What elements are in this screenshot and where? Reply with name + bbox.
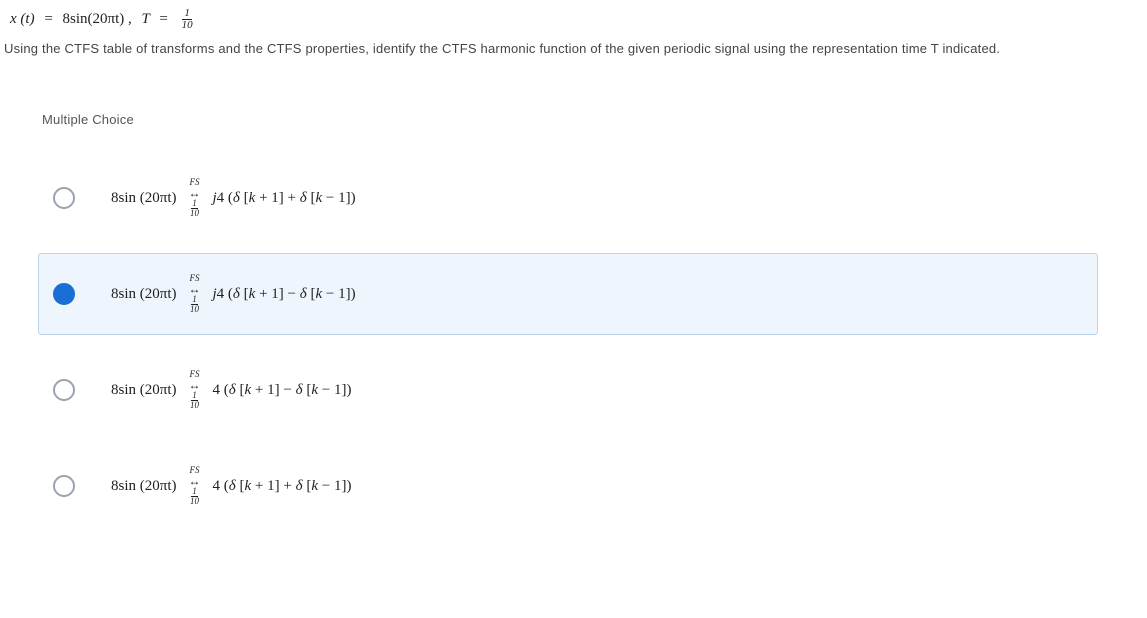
- fs-frac: 110: [189, 391, 200, 410]
- mc-option-1[interactable]: 8sin (20πt) FS↔110 j4 (δ [k + 1] − δ [k − …: [38, 253, 1098, 335]
- option-math: 8sin (20πt) FS↔110 4 (δ [k + 1] − δ [k − 1…: [111, 370, 351, 410]
- option-math: 8sin (20πt) FS↔110 j4 (δ [k + 1] + δ [k − …: [111, 178, 356, 218]
- option-left: 8sin (20πt): [111, 382, 177, 399]
- eq-frac: 1 10: [180, 8, 195, 31]
- fs-frac-den: 10: [189, 401, 200, 410]
- option-right: 4 (δ [k + 1] + δ [k − 1]): [213, 478, 352, 495]
- fs-symbol: FS↔110: [185, 178, 205, 218]
- option-left: 8sin (20πt): [111, 478, 177, 495]
- fs-frac: 110: [189, 199, 200, 218]
- fs-symbol: FS↔110: [185, 466, 205, 506]
- mc-option-3[interactable]: 8sin (20πt) FS↔110 4 (δ [k + 1] + δ [k − 1…: [38, 445, 1098, 527]
- mc-header: Multiple Choice: [38, 106, 1098, 157]
- question-equation: x (t) = 8sin(20πt) , T = 1 10: [0, 0, 1147, 35]
- multiple-choice-block: Multiple Choice 8sin (20πt) FS↔110 j4 (δ […: [38, 106, 1098, 527]
- radio-button[interactable]: [53, 187, 75, 209]
- fs-frac-den: 10: [189, 209, 200, 218]
- option-left: 8sin (20πt): [111, 286, 177, 303]
- fs-symbol: FS↔110: [185, 274, 205, 314]
- fs-frac-den: 10: [189, 305, 200, 314]
- fs-frac-den: 10: [189, 497, 200, 506]
- option-right: j4 (δ [k + 1] + δ [k − 1]): [213, 190, 356, 207]
- option-right: 4 (δ [k + 1] − δ [k − 1]): [213, 382, 352, 399]
- option-left: 8sin (20πt): [111, 190, 177, 207]
- radio-button[interactable]: [53, 379, 75, 401]
- option-math: 8sin (20πt) FS↔110 4 (δ [k + 1] + δ [k − 1…: [111, 466, 351, 506]
- fs-frac: 110: [189, 295, 200, 314]
- eq-lhs: x (t): [10, 11, 35, 27]
- eq-equals-1: =: [38, 11, 58, 27]
- eq-T: T: [136, 11, 150, 27]
- fs-frac: 110: [189, 487, 200, 506]
- question-prompt: Using the CTFS table of transforms and t…: [0, 35, 1147, 76]
- eq-frac-den: 10: [180, 20, 195, 31]
- fs-symbol: FS↔110: [185, 370, 205, 410]
- option-math: 8sin (20πt) FS↔110 j4 (δ [k + 1] − δ [k − …: [111, 274, 356, 314]
- mc-option-2[interactable]: 8sin (20πt) FS↔110 4 (δ [k + 1] − δ [k − 1…: [38, 349, 1098, 431]
- options-container: 8sin (20πt) FS↔110 j4 (δ [k + 1] + δ [k − …: [38, 157, 1098, 527]
- mc-option-0[interactable]: 8sin (20πt) FS↔110 j4 (δ [k + 1] + δ [k − …: [38, 157, 1098, 239]
- option-right: j4 (δ [k + 1] − δ [k − 1]): [213, 286, 356, 303]
- eq-equals-2: =: [153, 11, 173, 27]
- radio-button[interactable]: [53, 475, 75, 497]
- eq-func: 8sin(20πt) ,: [63, 11, 132, 27]
- radio-button[interactable]: [53, 283, 75, 305]
